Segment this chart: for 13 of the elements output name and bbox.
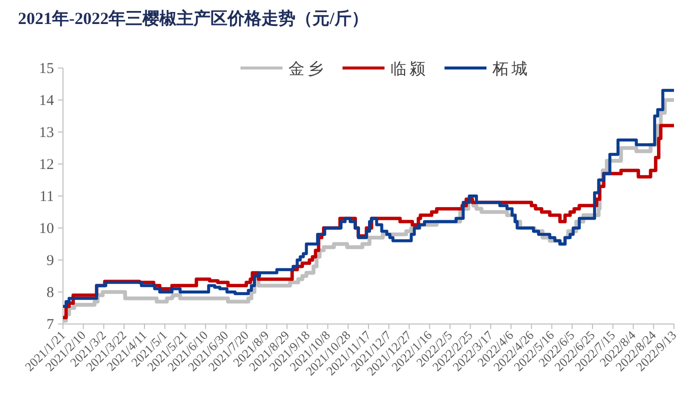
legend-label: 金乡 <box>288 60 326 78</box>
ytick: 14 <box>39 93 54 109</box>
legend-label: 柘城 <box>492 60 530 78</box>
ytick: 9 <box>46 253 54 269</box>
ytick: 13 <box>39 125 54 141</box>
ytick: 11 <box>40 189 54 205</box>
ytick: 8 <box>46 285 54 301</box>
ytick: 12 <box>39 157 54 173</box>
ytick: 7 <box>46 317 54 333</box>
legend-label: 临颍 <box>390 61 428 78</box>
ytick: 10 <box>39 221 54 237</box>
title: 2021年-2022年三樱椒主产区价格走势（元/斤） <box>18 9 368 28</box>
ytick: 15 <box>39 61 54 77</box>
